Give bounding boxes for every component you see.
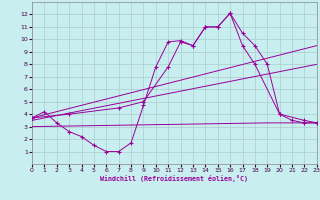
X-axis label: Windchill (Refroidissement éolien,°C): Windchill (Refroidissement éolien,°C) [100,175,248,182]
